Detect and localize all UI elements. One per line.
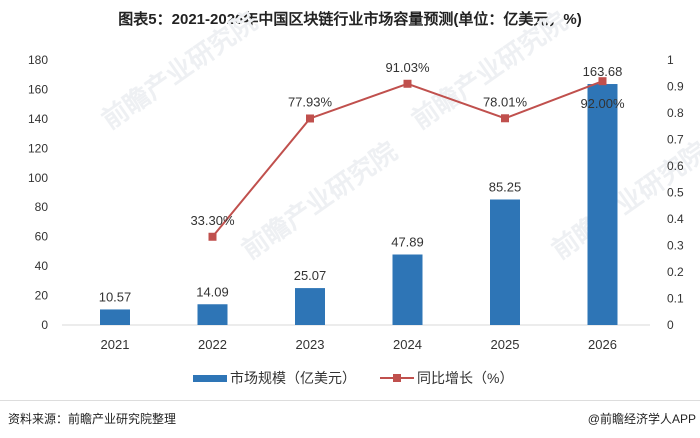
y2-tick-label: 0.4	[667, 212, 684, 226]
x-tick-label: 2022	[198, 337, 227, 352]
bar	[392, 254, 423, 325]
y2-tick-label: 0.1	[667, 292, 684, 306]
y-tick-label: 160	[28, 82, 48, 96]
y-tick-label: 140	[28, 112, 48, 126]
growth-marker	[208, 232, 217, 241]
legend-line-marker	[393, 374, 401, 382]
y-tick-label: 60	[35, 230, 49, 244]
credit: @前瞻经济学人APP	[587, 412, 696, 426]
bar	[100, 309, 130, 325]
y-tick-label: 80	[35, 200, 49, 214]
y2-tick-label: 0	[667, 318, 674, 332]
legend-label: 同比增长（%）	[417, 370, 513, 386]
source-note: 资料来源：前瞻产业研究院整理	[8, 412, 177, 426]
y-tick-label: 120	[28, 141, 48, 155]
legend-label: 市场规模（亿美元）	[230, 370, 356, 386]
legend-bar-swatch	[193, 375, 227, 382]
growth-line	[211, 80, 603, 238]
growth-marker	[306, 114, 314, 123]
bar	[490, 199, 520, 325]
x-tick-label: 2026	[588, 337, 617, 352]
x-tick-label: 2025	[491, 337, 520, 352]
y-tick-label: 180	[28, 53, 48, 67]
bar	[295, 288, 325, 325]
divider	[0, 400, 700, 401]
watermark: 前瞻产业研究院	[406, 6, 572, 135]
y2-tick-label: 0.5	[667, 186, 684, 200]
bar-data-label: 47.89	[391, 234, 424, 249]
growth-data-label: 33.30%	[190, 213, 235, 228]
bar	[587, 84, 618, 325]
x-tick-label: 2021	[101, 337, 130, 352]
bar-data-label: 163.68	[583, 64, 623, 79]
watermark: 前瞻产业研究院	[96, 6, 262, 135]
y-tick-label: 0	[41, 318, 48, 332]
bar-data-label: 25.07	[294, 268, 327, 283]
growth-marker	[403, 79, 412, 88]
y-tick-label: 100	[28, 171, 48, 185]
x-tick-label: 2024	[393, 337, 422, 352]
growth-data-label: 91.03%	[385, 60, 430, 75]
y2-tick-label: 0.2	[667, 265, 684, 279]
y2-tick-label: 0.6	[667, 159, 684, 173]
chart-title: 图表5：2021-2026年中国区块链行业市场容量预测(单位：亿美元，%)	[118, 11, 582, 28]
y2-tick-label: 1	[667, 53, 674, 67]
growth-data-label: 92.00%	[580, 96, 625, 111]
x-tick-label: 2023	[296, 337, 325, 352]
bar-data-label: 85.25	[489, 179, 522, 194]
bar-data-label: 10.57	[99, 289, 132, 304]
growth-marker	[501, 114, 509, 123]
y-tick-label: 20	[35, 289, 49, 303]
y2-tick-label: 0.3	[667, 239, 684, 253]
bar	[197, 304, 228, 325]
y2-tick-label: 0.7	[667, 133, 684, 147]
watermark: 前瞻产业研究院	[236, 136, 402, 265]
growth-data-label: 77.93%	[288, 94, 333, 109]
y2-tick-label: 0.8	[667, 106, 684, 120]
growth-marker	[598, 77, 607, 86]
y2-tick-label: 0.9	[667, 80, 684, 94]
growth-data-label: 78.01%	[483, 94, 528, 109]
bar-data-label: 14.09	[196, 284, 229, 299]
y-tick-label: 40	[35, 259, 49, 273]
